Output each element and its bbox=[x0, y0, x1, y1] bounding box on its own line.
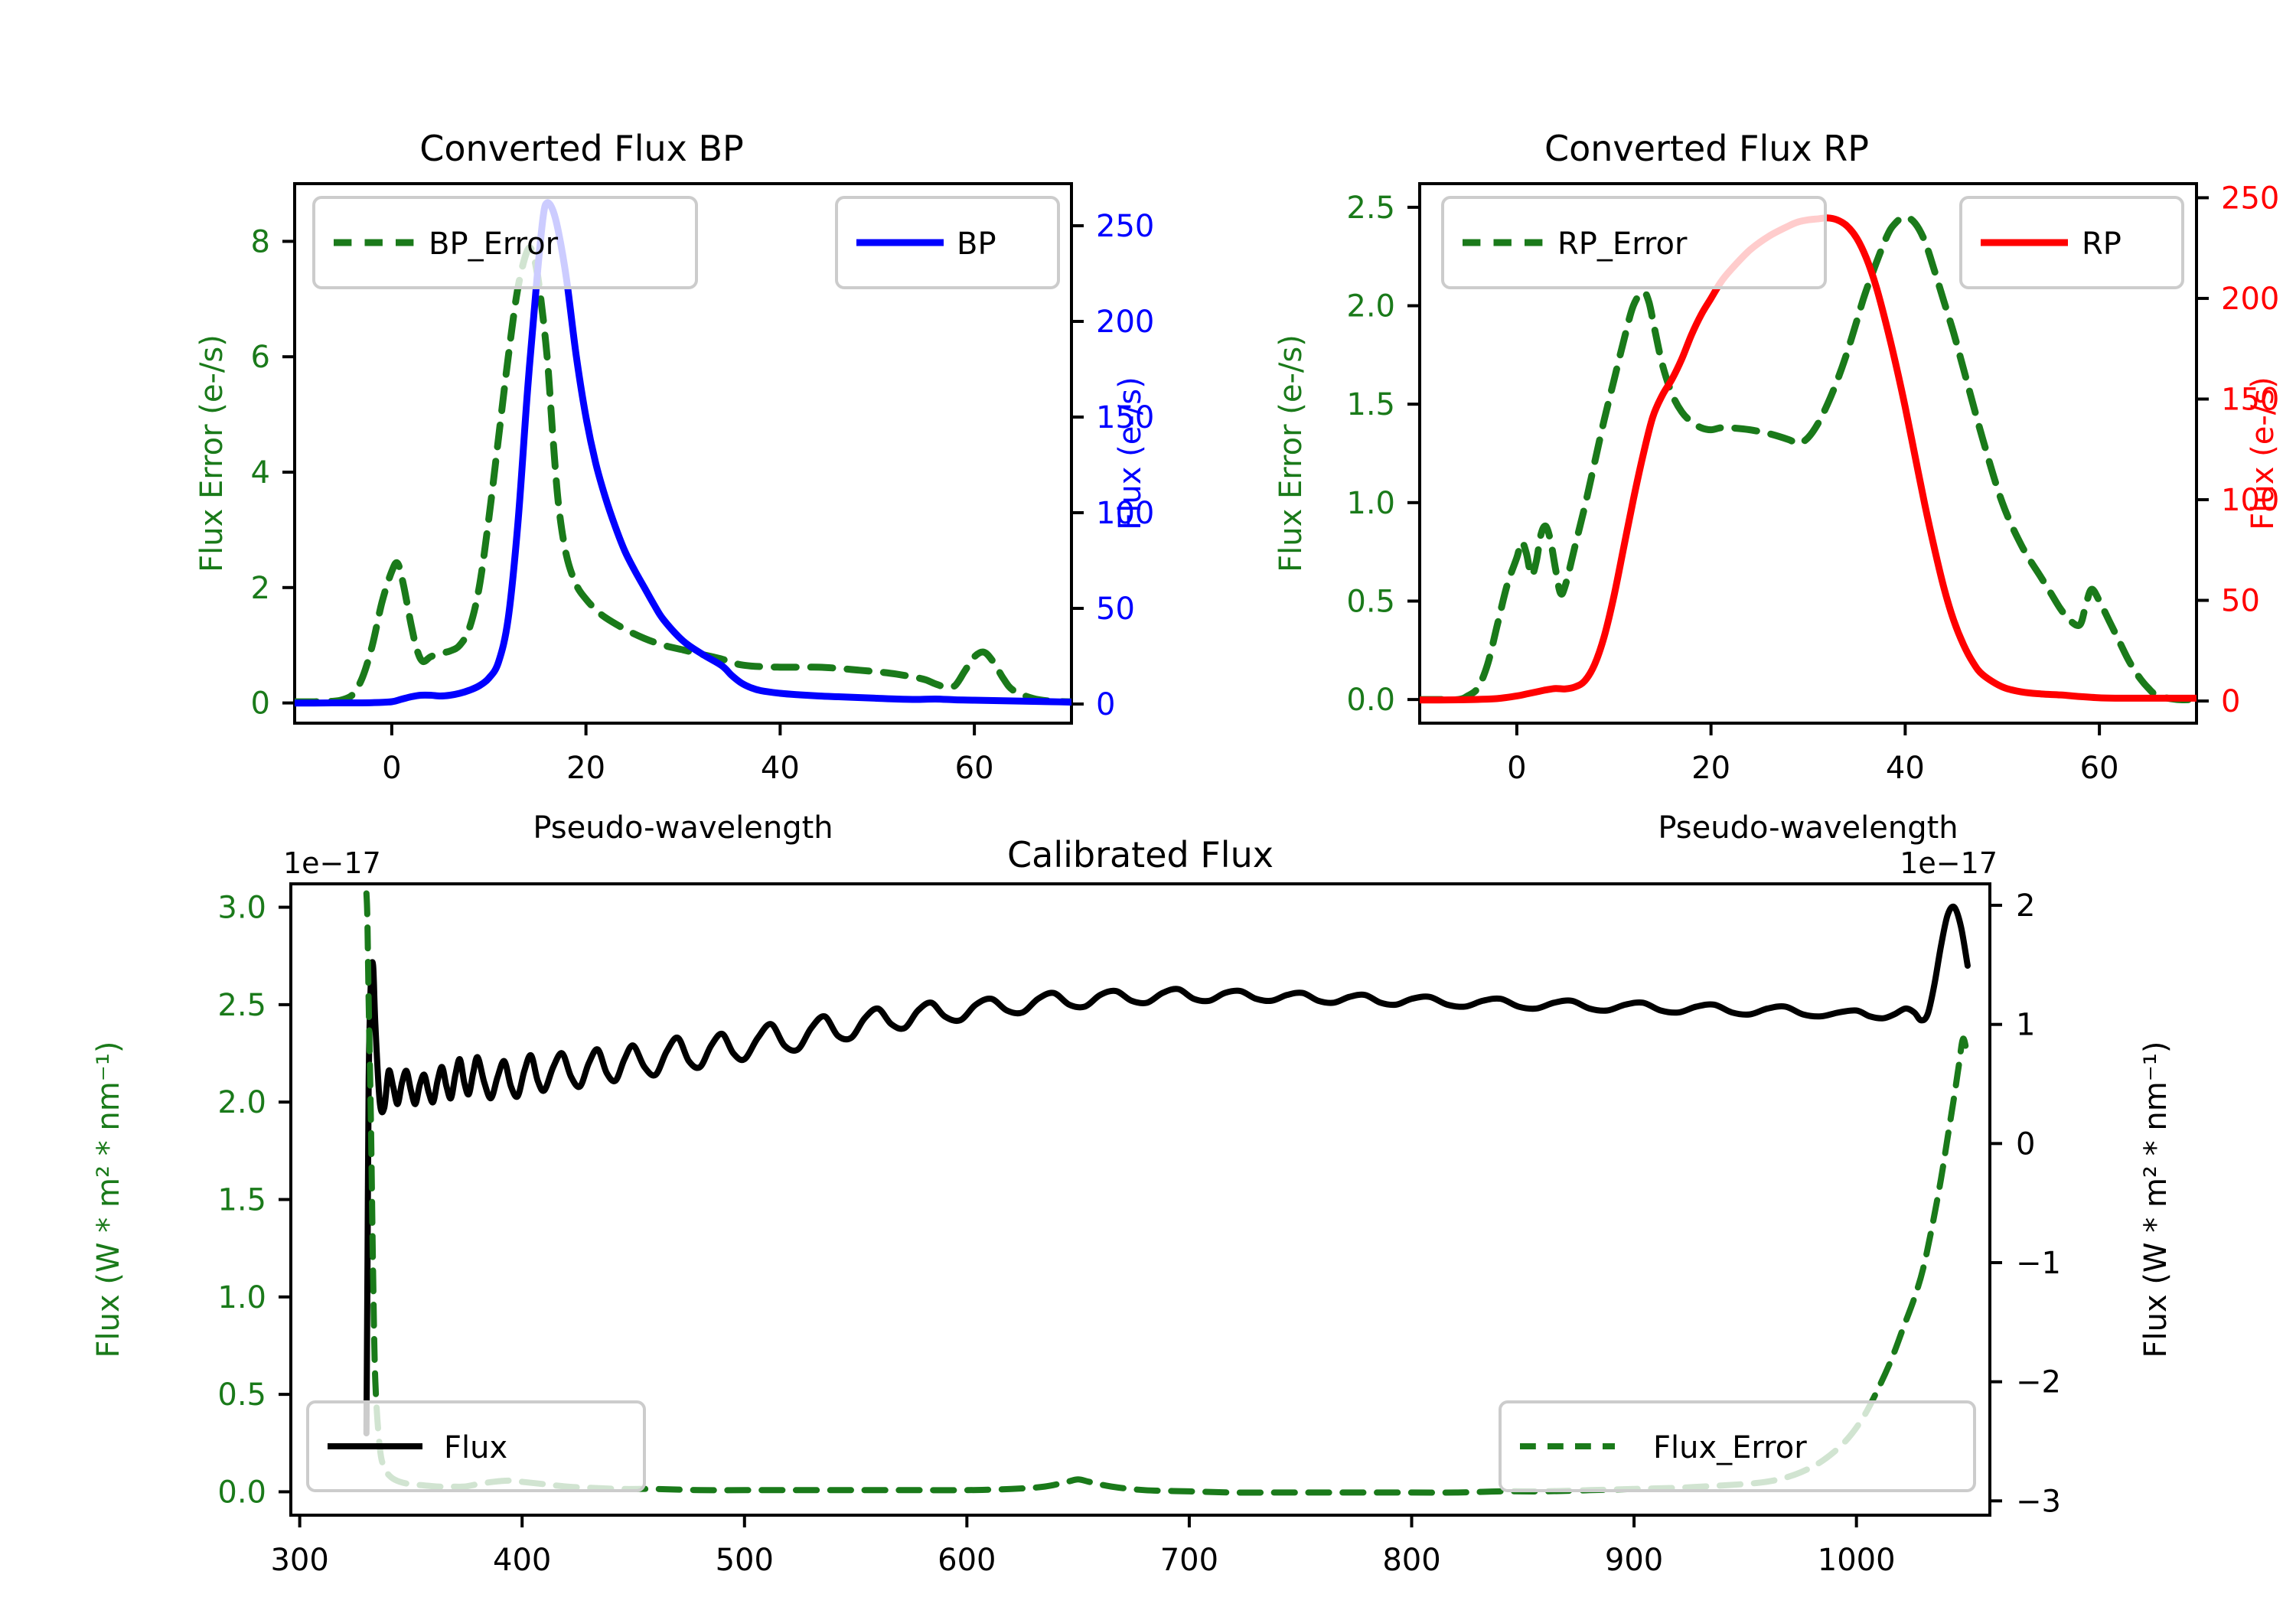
rp-ytick-right-label: 250 bbox=[2221, 181, 2279, 216]
bp-legend-flux[interactable]: BP bbox=[835, 196, 1060, 289]
bp-ytick-left-label: 0 bbox=[251, 686, 270, 722]
calibrated-legend-label-flux-error: Flux_Error bbox=[1653, 1430, 1807, 1465]
bp-series-bp bbox=[295, 199, 1071, 707]
calibrated-xtick-label: 400 bbox=[493, 1543, 551, 1578]
rp-xtick-label: 40 bbox=[1886, 751, 1925, 786]
bp-yaxis-left-label: Flux Error (e-/s) bbox=[194, 334, 230, 572]
calibrated-ytick-left-label: 0.0 bbox=[217, 1475, 266, 1510]
rp-xaxis-label: Pseudo-wavelength bbox=[1658, 810, 1958, 846]
rp-ytick-left-label: 2.0 bbox=[1346, 289, 1395, 324]
calibrated-xtick-label: 1000 bbox=[1818, 1543, 1896, 1578]
calibrated-title: Calibrated Flux bbox=[1007, 834, 1274, 875]
bp-ytick-right-label: 150 bbox=[1096, 400, 1154, 435]
rp-legend-error[interactable]: RP_Error bbox=[1441, 196, 1827, 289]
rp-chart-svg: Converted Flux RP 0 20 40 60 Pseudo-waveleng… bbox=[1274, 128, 2281, 846]
rp-ytick-left-label: 1.5 bbox=[1346, 387, 1395, 422]
bp-ytick-right-label: 250 bbox=[1096, 209, 1154, 244]
calibrated-ytick-left-label: 2.5 bbox=[217, 988, 266, 1023]
calibrated-ytick-right-label: 1 bbox=[2016, 1008, 2035, 1043]
calibrated-ytick-left-label: 2.0 bbox=[217, 1085, 266, 1120]
bp-ytick-right-label: 0 bbox=[1096, 687, 1115, 722]
calibrated-xtick-label: 700 bbox=[1160, 1543, 1218, 1578]
calibrated-xtick-label: 500 bbox=[716, 1543, 774, 1578]
calibrated-legend-box-flux-error bbox=[1499, 1400, 1976, 1492]
rp-xtick-label: 0 bbox=[1507, 751, 1526, 786]
rp-legend-box-error bbox=[1441, 196, 1827, 289]
bp-xtick-label: 60 bbox=[955, 751, 994, 786]
rp-ytick-left-label: 0.5 bbox=[1346, 584, 1395, 619]
bp-ytick-right-label: 200 bbox=[1096, 305, 1154, 340]
rp-ytick-right-label: 50 bbox=[2221, 584, 2260, 619]
bp-xtick-label: 20 bbox=[566, 751, 605, 786]
calibrated-legend-box-flux bbox=[306, 1400, 646, 1492]
bp-series-bp-error bbox=[295, 244, 1071, 706]
calibrated-series-flux bbox=[363, 903, 1971, 1437]
bp-xaxis-label: Pseudo-wavelength bbox=[533, 810, 833, 846]
rp-ytick-left-label: 0.0 bbox=[1346, 683, 1395, 718]
calibrated-ytick-left-label: 0.5 bbox=[217, 1377, 266, 1413]
rp-ytick-right-label: 0 bbox=[2221, 684, 2240, 719]
calibrated-ytick-left-label: 1.5 bbox=[217, 1183, 266, 1218]
bp-xtick-label: 40 bbox=[761, 751, 800, 786]
right-offset-exponent: 1e−17 bbox=[1900, 846, 1998, 880]
calibrated-chart-svg: Calibrated Flux 1e−17 1e−17 300 400 500 600… bbox=[91, 834, 2174, 1607]
panel-converted-flux-rp: Converted Flux RP 0 20 40 60 Pseudo-waveleng… bbox=[1148, 0, 2296, 846]
calibrated-ytick-right-label: 0 bbox=[2016, 1126, 2035, 1162]
bp-legend-error[interactable]: BP_Error bbox=[312, 196, 698, 289]
rp-ytick-right-label: 150 bbox=[2221, 382, 2279, 417]
calibrated-ytick-left-label: 3.0 bbox=[217, 891, 266, 926]
rp-legend-label-error: RP_Error bbox=[1557, 227, 1688, 262]
bp-xtick-label: 0 bbox=[382, 751, 401, 786]
calibrated-xaxis-label: Wavelength (nm) bbox=[1008, 1604, 1273, 1607]
rp-yaxis-right-label: Flux (e-/s) bbox=[2245, 376, 2281, 530]
bp-ytick-right-label: 50 bbox=[1096, 592, 1135, 627]
calibrated-xtick-label: 600 bbox=[938, 1543, 996, 1578]
calibrated-legend-label-flux: Flux bbox=[444, 1430, 507, 1465]
rp-yaxis-left-label: Flux Error (e-/s) bbox=[1274, 334, 1309, 572]
bp-yaxis-right-label: Flux (e-/s) bbox=[1113, 376, 1148, 530]
calibrated-xtick-label: 900 bbox=[1605, 1543, 1663, 1578]
calibrated-ytick-right-label: −1 bbox=[2016, 1246, 2061, 1281]
rp-ytick-left-label: 1.0 bbox=[1346, 486, 1395, 521]
rp-legend-box-flux bbox=[1959, 196, 2184, 289]
calibrated-legend-flux[interactable]: Flux bbox=[306, 1400, 646, 1492]
bp-legend-label-error: BP_Error bbox=[429, 227, 559, 262]
rp-title: Converted Flux RP bbox=[1544, 128, 1869, 169]
bp-legend-label-flux: BP bbox=[957, 227, 996, 262]
rp-series-rp-error bbox=[1420, 214, 2197, 703]
panel-calibrated-flux: Calibrated Flux 1e−17 1e−17 300 400 500 600… bbox=[0, 834, 2296, 1607]
rp-xtick-label: 60 bbox=[2080, 751, 2119, 786]
rp-ytick-right-label: 100 bbox=[2221, 483, 2279, 518]
bp-ytick-right-label: 100 bbox=[1096, 496, 1154, 531]
bp-legend-box-flux bbox=[835, 196, 1060, 289]
rp-legend-label-flux: RP bbox=[2082, 227, 2122, 262]
calibrated-legend-flux-error[interactable]: Flux_Error bbox=[1499, 1400, 1976, 1492]
bp-ytick-left-label: 8 bbox=[251, 224, 270, 259]
rp-xtick-label: 20 bbox=[1691, 751, 1730, 786]
bp-chart-svg: Converted Flux BP 0 20 40 60Pseudo-waveleng… bbox=[194, 128, 1154, 846]
calibrated-ytick-right-label: −3 bbox=[2016, 1484, 2061, 1519]
calibrated-xtick-label: 300 bbox=[270, 1543, 328, 1578]
rp-plot-frame bbox=[1418, 182, 2198, 725]
bp-plot-frame bbox=[293, 182, 1073, 725]
calibrated-ytick-left-label: 1.0 bbox=[217, 1280, 266, 1315]
calibrated-yaxis-left-label: Flux (W * m² * nm⁻¹) bbox=[91, 1041, 126, 1358]
left-offset-exponent: 1e−17 bbox=[283, 846, 381, 880]
bp-ytick-left-label: 6 bbox=[251, 340, 270, 375]
calibrated-ytick-right-label: −2 bbox=[2016, 1365, 2061, 1400]
calibrated-ytick-right-label: 2 bbox=[2016, 888, 2035, 924]
bp-title: Converted Flux BP bbox=[419, 128, 744, 169]
bp-ytick-left-label: 2 bbox=[251, 571, 270, 606]
rp-legend-flux[interactable]: RP bbox=[1959, 196, 2184, 289]
bp-ytick-left-label: 4 bbox=[251, 455, 270, 491]
rp-ytick-left-label: 2.5 bbox=[1346, 191, 1395, 226]
rp-ytick-right-label: 200 bbox=[2221, 282, 2279, 317]
bp-legend-box-error bbox=[312, 196, 698, 289]
calibrated-yaxis-right-label: Flux (W * m² * nm⁻¹) bbox=[2138, 1041, 2174, 1358]
calibrated-xtick-label: 800 bbox=[1382, 1543, 1440, 1578]
panel-converted-flux-bp: Converted Flux BP 0 20 40 60 Pseudo-waveleng… bbox=[0, 0, 1154, 846]
